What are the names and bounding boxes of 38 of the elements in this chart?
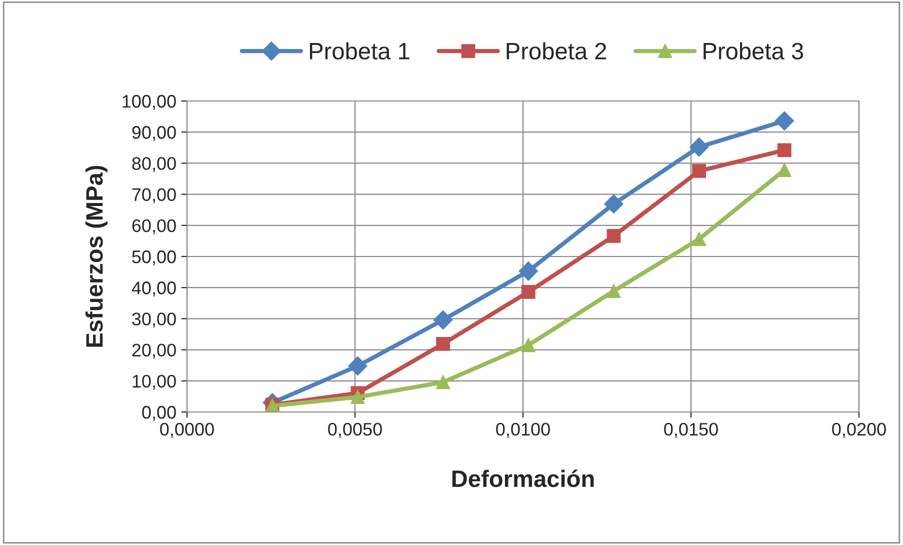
y-tick-label: 0,00	[142, 406, 176, 421]
point	[521, 285, 536, 299]
x-tick-label: 0,0050	[328, 422, 382, 438]
point	[436, 336, 450, 351]
y-tick-label: 90,00	[132, 126, 176, 141]
x-tick-label: 0,0100	[496, 422, 550, 438]
x-tick-label: 0,0200	[832, 422, 886, 438]
point	[348, 356, 368, 376]
y-tick-label: 10,00	[132, 374, 176, 390]
point	[692, 164, 706, 178]
point	[436, 375, 450, 390]
point	[777, 163, 792, 177]
y-tick-label: 80,00	[132, 157, 176, 172]
y-tick-label: 40,00	[132, 282, 176, 296]
point	[692, 232, 706, 246]
y-tick-label: 50,00	[132, 250, 176, 266]
point	[518, 262, 538, 281]
y-axis-title: Esfuerzos (MPa)	[85, 166, 108, 347]
y-tick-label: 30,00	[132, 312, 176, 328]
point	[774, 111, 794, 130]
y-tick-label: 60,00	[132, 219, 176, 234]
point	[604, 194, 624, 214]
point	[690, 137, 709, 157]
point	[521, 338, 536, 352]
point	[350, 390, 365, 404]
point	[606, 229, 621, 243]
point	[777, 143, 792, 158]
y-tick-label: 100,00	[122, 94, 176, 110]
legend-label: Probeta 2	[506, 42, 606, 60]
x-tick-label: 0,0150	[664, 422, 718, 438]
y-tick-label: 20,00	[132, 344, 176, 359]
x-tick-label: 0,0000	[160, 422, 214, 438]
legend-label: Probeta 3	[704, 42, 804, 60]
point	[606, 284, 621, 298]
x-axis-title: Deformación	[452, 470, 594, 488]
point	[434, 310, 453, 330]
y-tick-label: 70,00	[132, 188, 176, 204]
legend-label: Probeta 1	[310, 42, 410, 60]
